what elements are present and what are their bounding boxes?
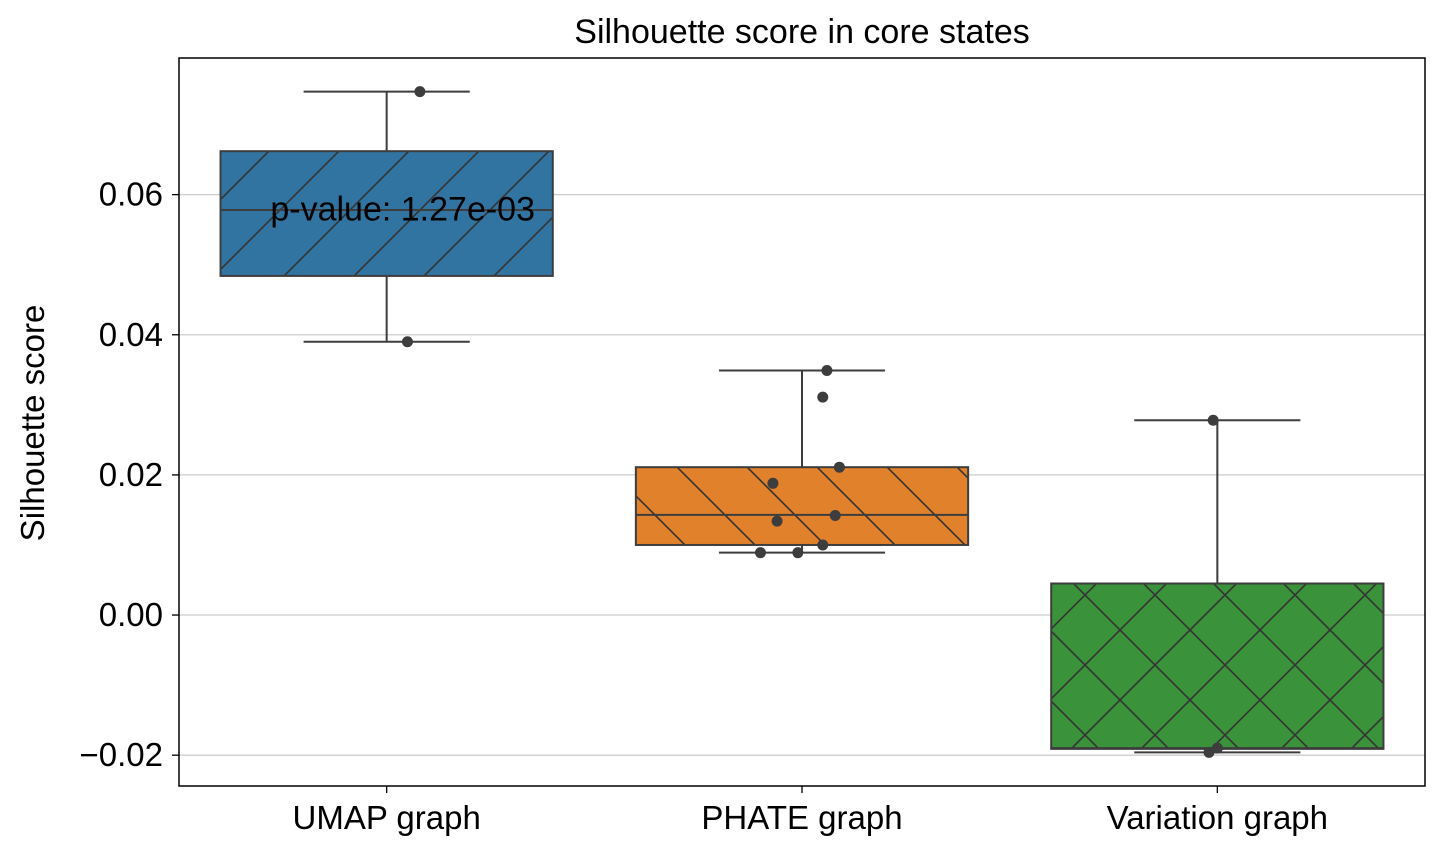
y-tick-label: −0.02 [80,736,164,773]
y-tick-label: 0.06 [99,176,163,213]
box-umap-graph [219,90,554,343]
x-tick-label: PHATE graph [701,799,902,836]
y-tick-label: 0.04 [99,316,163,353]
data-point [817,391,829,403]
data-point [754,547,766,559]
data-point [792,547,804,559]
x-tick-label: Variation graph [1107,799,1328,836]
box-body [1050,582,1385,750]
data-point [833,461,845,473]
annotations: p-value: 1.27e-03 [270,191,535,229]
data-point [767,477,779,489]
data-point [401,336,413,348]
data-point [771,515,783,527]
y-tick-label: 0.00 [99,596,163,633]
boxes [219,90,1385,754]
box-body [219,150,554,277]
y-axis-ticks: −0.02 0.00 0.02 0.04 0.06 [80,176,179,773]
y-tick-label: 0.02 [99,456,163,493]
data-point [414,86,426,98]
box-phate-graph [634,369,970,554]
x-tick-label: UMAP graph [293,799,481,836]
chart-title: Silhouette score in core states [574,13,1029,51]
box-body [634,466,970,546]
p-value-annotation: p-value: 1.27e-03 [270,191,535,229]
data-point [821,365,833,377]
data-points [401,86,1223,758]
data-point [1207,414,1219,426]
data-point [817,539,829,551]
data-point [829,510,841,522]
data-point [1203,746,1215,758]
y-axis-label: Silhouette score [14,305,51,542]
x-axis-ticks: UMAP graph PHATE graph Variation graph [293,786,1328,836]
box-variation-graph [1050,419,1385,754]
data-point [1211,742,1223,754]
